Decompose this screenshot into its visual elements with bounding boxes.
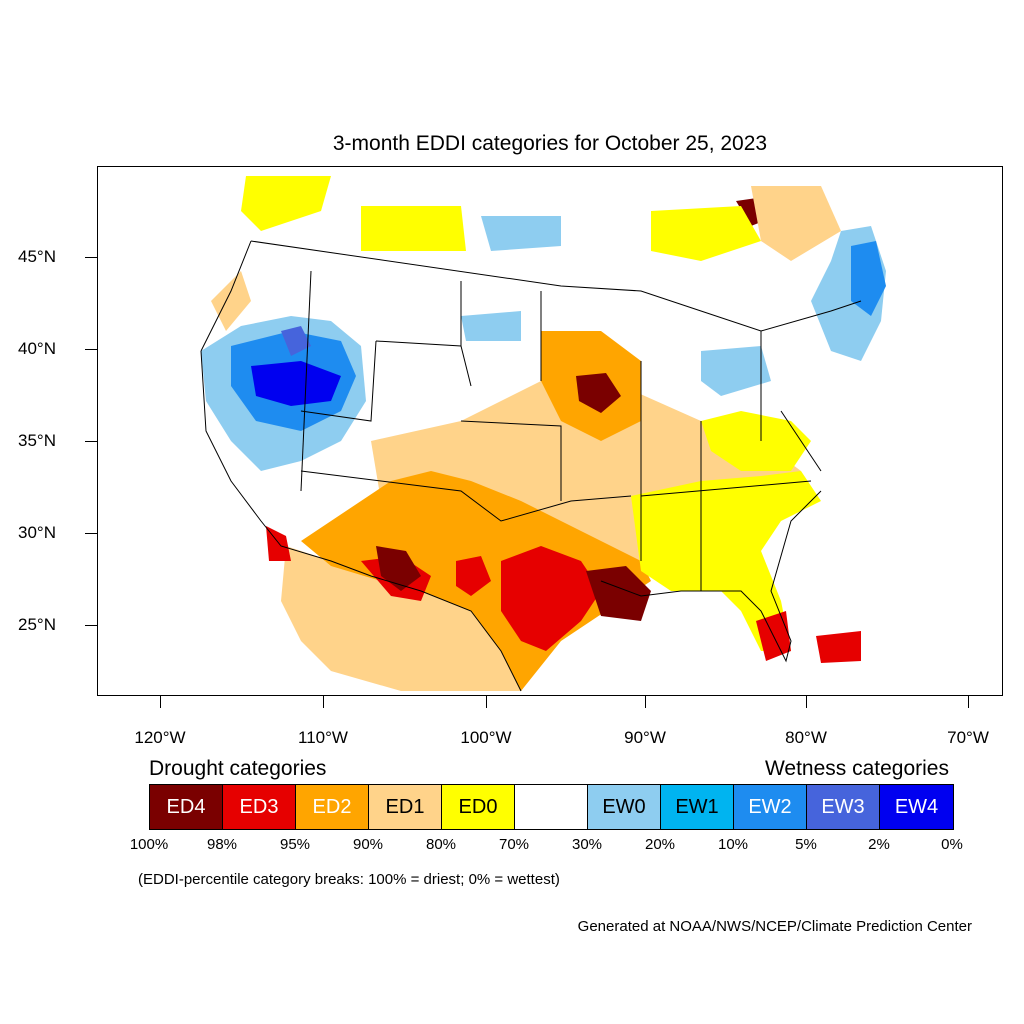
lat-label: 40°N	[18, 339, 56, 358]
lon-label: 90°W	[624, 728, 666, 747]
legend-box: EW0	[588, 785, 661, 829]
legend-box: ED0	[442, 785, 515, 829]
eddi-map-canvas	[200, 176, 886, 692]
lon-label: 80°W	[785, 728, 827, 747]
lon-tick-100	[486, 696, 487, 708]
legend-box	[515, 785, 588, 829]
lat-label: 45°N	[18, 247, 56, 266]
lat-tick-35	[85, 441, 97, 442]
lat-tick-25	[85, 625, 97, 626]
legend-box: ED1	[369, 785, 442, 829]
legend-box: ED2	[296, 785, 369, 829]
category-fill-layer	[201, 176, 886, 691]
lon-tick-70	[968, 696, 969, 708]
lon-label: 110°W	[298, 728, 348, 747]
drought-heading: Drought categories	[149, 757, 327, 780]
legend-box: EW1	[661, 785, 734, 829]
legend-color-bar: ED4 ED3 ED2 ED1 ED0 EW0 EW1 EW2 EW3 EW4	[149, 784, 954, 830]
lon-label: 120°W	[134, 728, 186, 747]
lat-label: 25°N	[18, 615, 56, 634]
percentile-label: 5%	[795, 836, 817, 853]
percentile-label: 20%	[644, 836, 676, 853]
wetness-heading: Wetness categories	[764, 757, 949, 780]
percentile-label: 98%	[206, 836, 238, 853]
credit-line: Generated at NOAA/NWS/NCEP/Climate Predi…	[577, 918, 972, 935]
lon-tick-120	[160, 696, 161, 708]
percentile-label: 0%	[941, 836, 963, 853]
border-lines	[200, 240, 862, 692]
percentile-label: 2%	[868, 836, 890, 853]
lat-tick-40	[85, 349, 97, 350]
legend-box: EW3	[807, 785, 880, 829]
map-title: 3-month EDDI categories for October 25, …	[332, 132, 768, 155]
lon-tick-110	[323, 696, 324, 708]
legend-box: EW4	[880, 785, 953, 829]
percentile-label: 70%	[498, 836, 530, 853]
lon-label: 70°W	[947, 728, 989, 747]
lon-label: 100°W	[460, 728, 512, 747]
percentile-label: 90%	[352, 836, 384, 853]
legend-box: ED4	[150, 785, 223, 829]
lat-tick-45	[85, 257, 97, 258]
legend-box: ED3	[223, 785, 296, 829]
percentile-label: 10%	[717, 836, 749, 853]
lon-tick-90	[645, 696, 646, 708]
percentile-label: 30%	[571, 836, 603, 853]
lat-label: 30°N	[18, 523, 56, 542]
lat-tick-30	[85, 533, 97, 534]
percentile-label: 80%	[425, 836, 457, 853]
lon-tick-80	[806, 696, 807, 708]
percentile-label: 100%	[129, 836, 169, 853]
legend-box: EW2	[734, 785, 807, 829]
legend-note: (EDDI-percentile category breaks: 100% =…	[138, 871, 560, 888]
lat-label: 35°N	[18, 431, 56, 450]
percentile-label: 95%	[279, 836, 311, 853]
eddi-map	[97, 166, 1003, 696]
